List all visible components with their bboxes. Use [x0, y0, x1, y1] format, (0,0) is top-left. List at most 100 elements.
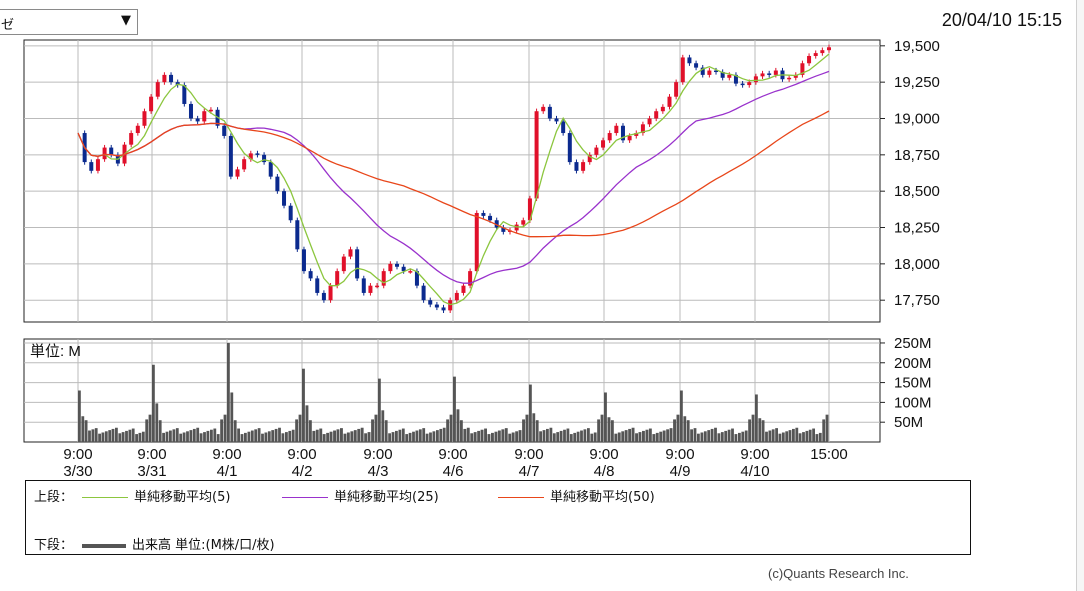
volume-bar: [240, 434, 244, 442]
volume-bar: [802, 432, 805, 442]
volume-bar: [388, 433, 391, 442]
x-tick-time: 9:00: [137, 446, 166, 463]
candle: [395, 263, 400, 267]
volume-bar: [748, 419, 751, 442]
volume-bar: [121, 432, 125, 442]
volume-bar: [384, 420, 388, 442]
volume-bar: [815, 434, 819, 442]
volume-bar: [267, 431, 271, 442]
candle: [109, 147, 114, 155]
volume-bar: [583, 429, 587, 442]
candle: [674, 82, 679, 97]
candle: [567, 133, 572, 163]
volume-bar: [247, 431, 251, 442]
candle: [208, 109, 213, 112]
candle: [282, 191, 287, 206]
legend: 上段： 単純移動平均(5) 単純移動平均(25) 単純移動平均(50) 下段： …: [25, 480, 971, 555]
x-tick-date: 4/9: [670, 463, 691, 480]
candle: [414, 271, 419, 286]
legend-ma25: 単純移動平均(25): [282, 486, 439, 505]
volume-bar: [302, 368, 305, 442]
candle: [813, 53, 818, 56]
x-tick-date: 4/1: [217, 463, 238, 480]
x-tick-date: 4/3: [368, 463, 389, 480]
volume-bar: [412, 431, 415, 442]
volume-bar: [115, 427, 118, 442]
volume-bar: [669, 428, 673, 442]
volume-bar: [422, 428, 426, 442]
volume-bar: [539, 431, 542, 442]
candle: [561, 121, 566, 134]
volume-bar: [546, 428, 549, 442]
candle: [534, 111, 539, 199]
legend-ma50: 単純移動平均(50): [498, 486, 655, 505]
volume-bar: [727, 429, 731, 442]
volume-bar: [529, 384, 532, 442]
volume-bar: [436, 430, 439, 442]
volume-bar: [556, 432, 560, 442]
stock-chart: 17,750 18,000 18,250 18,500 18,750 19,000 19,2…: [23, 38, 940, 480]
candle: [594, 147, 599, 155]
volume-ytick-label: 250M: [894, 335, 932, 352]
volume-bar: [326, 432, 330, 442]
volume-bar: [580, 430, 583, 442]
volume-bar: [429, 432, 432, 442]
candle: [581, 162, 586, 171]
volume-bar: [761, 420, 765, 442]
candle: [767, 73, 772, 75]
x-tick-time: 9:00: [212, 446, 241, 463]
candle: [275, 176, 280, 192]
volume-bar: [515, 431, 519, 442]
volume-bar: [333, 430, 336, 442]
volume-bar: [604, 392, 607, 442]
volume-bar: [138, 432, 142, 442]
volume-bar: [322, 434, 326, 442]
volume-bar: [768, 430, 772, 442]
volume-bar: [731, 428, 734, 442]
volume-bar: [196, 427, 200, 442]
volume-bar: [491, 432, 494, 442]
volume-bar: [825, 414, 829, 442]
candle: [228, 135, 233, 177]
volume-ytick-label: 50M: [894, 414, 923, 431]
candle: [142, 111, 147, 126]
selector-value: ゼ: [1, 18, 15, 33]
volume-bar: [751, 414, 755, 442]
chart-selector-dropdown[interactable]: ゼ ▼: [0, 9, 138, 35]
legend-ma5: 単純移動平均(5): [82, 486, 230, 505]
candle: [753, 76, 758, 83]
candle: [554, 118, 559, 122]
candle: [155, 82, 160, 97]
volume-bar: [484, 428, 487, 442]
volume-bar: [364, 433, 368, 442]
x-tick-time: 9:00: [63, 446, 92, 463]
legend-lower-label: 下段：: [34, 538, 74, 553]
volume-bar: [466, 427, 470, 442]
volume-bar: [676, 414, 680, 442]
volume-bar: [659, 431, 663, 442]
volume-bar: [758, 418, 762, 442]
candle: [235, 169, 240, 177]
candle: [827, 47, 831, 51]
volume-bar: [216, 434, 220, 442]
candle: [521, 220, 526, 225]
volume-bar: [227, 342, 230, 442]
volume-bar: [391, 432, 395, 442]
volume-bar: [415, 430, 419, 442]
scrollbar[interactable]: [1076, 0, 1084, 591]
volume-bar: [690, 429, 693, 442]
volume-bar: [84, 420, 88, 442]
volume-bar: [128, 429, 132, 442]
volume-ytick-label: 150M: [894, 375, 932, 392]
volume-bar: [237, 428, 240, 442]
volume-bar: [680, 390, 683, 442]
candle: [468, 271, 473, 286]
volume-bar: [532, 413, 536, 442]
candle: [335, 271, 340, 286]
candle: [95, 159, 100, 171]
volume-bar: [250, 430, 254, 442]
volume-bar: [600, 414, 604, 442]
volume-bar: [274, 428, 278, 442]
volume-bar: [141, 431, 145, 442]
candle: [680, 57, 685, 83]
